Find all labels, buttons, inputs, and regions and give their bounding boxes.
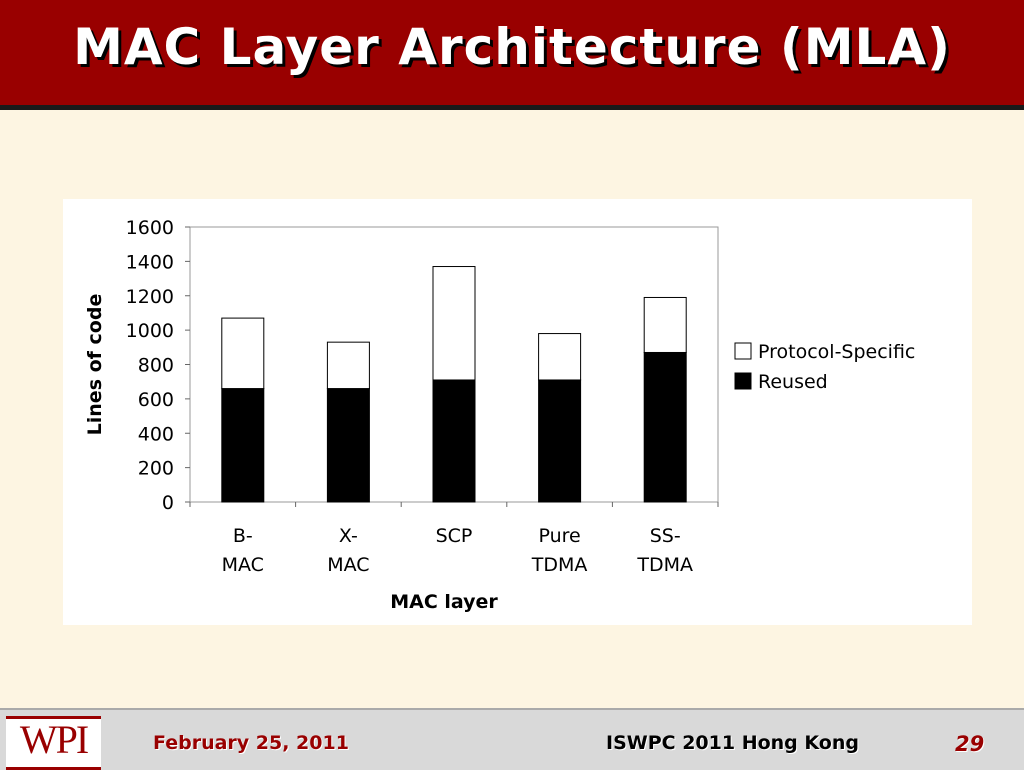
y-tick-label: 800 — [138, 355, 174, 377]
logo: WPI — [6, 716, 101, 770]
y-axis-title: Lines of code — [84, 294, 106, 436]
page-number: 29 — [955, 732, 985, 756]
bar-segment — [643, 296, 687, 353]
chart: 0 200 400 600 800 1000 1200 1400 1600 B-MAC X-MAC S… — [84, 217, 915, 613]
x-tick-label: B-MAC — [222, 525, 264, 576]
y-tick-label: 400 — [138, 423, 174, 445]
x-tick-label: X-MAC — [327, 525, 369, 576]
conference: ISWPC 2011 Hong Kong — [606, 732, 859, 754]
bar-segment — [221, 317, 265, 390]
footer-bar: WPI February 25, 2011 ISWPC 2011 Hong Ko… — [0, 708, 1024, 770]
bar-segment — [326, 341, 370, 390]
legend-swatch — [734, 372, 752, 390]
chart-area: 0 200 400 600 800 1000 1200 1400 1600 B-MAC X-MAC S… — [63, 199, 972, 625]
x-tick-label: SS-TDMA — [636, 525, 693, 576]
y-tick-label: 600 — [138, 389, 174, 411]
y-tick-label: 1200 — [126, 286, 174, 308]
bar-segment — [538, 333, 582, 381]
bar-segment — [221, 388, 265, 503]
y-tick-label: 1400 — [126, 251, 174, 273]
legend-swatch — [734, 342, 752, 360]
legend-label: Reused — [758, 371, 828, 393]
header-bar: MAC Layer Architecture (MLA) — [0, 0, 1024, 110]
legend-label: Protocol-Specific — [758, 341, 915, 363]
bar-segment — [326, 388, 370, 503]
slide-title: MAC Layer Architecture (MLA) — [73, 18, 951, 76]
bar-segment — [432, 379, 476, 503]
y-tick-label: 0 — [162, 492, 174, 514]
bar-segment — [538, 379, 582, 503]
y-tick-label: 1600 — [126, 217, 174, 239]
bar-segment — [643, 351, 687, 503]
x-tick-label: SCP — [436, 525, 473, 547]
y-tick-label: 1000 — [126, 320, 174, 342]
bar-segment — [432, 266, 476, 381]
date: February 25, 2011 — [153, 732, 349, 754]
x-tick-label: Pure TDMA — [531, 525, 588, 576]
y-tick-label: 200 — [138, 458, 174, 480]
x-axis-title: MAC layer — [390, 591, 498, 613]
